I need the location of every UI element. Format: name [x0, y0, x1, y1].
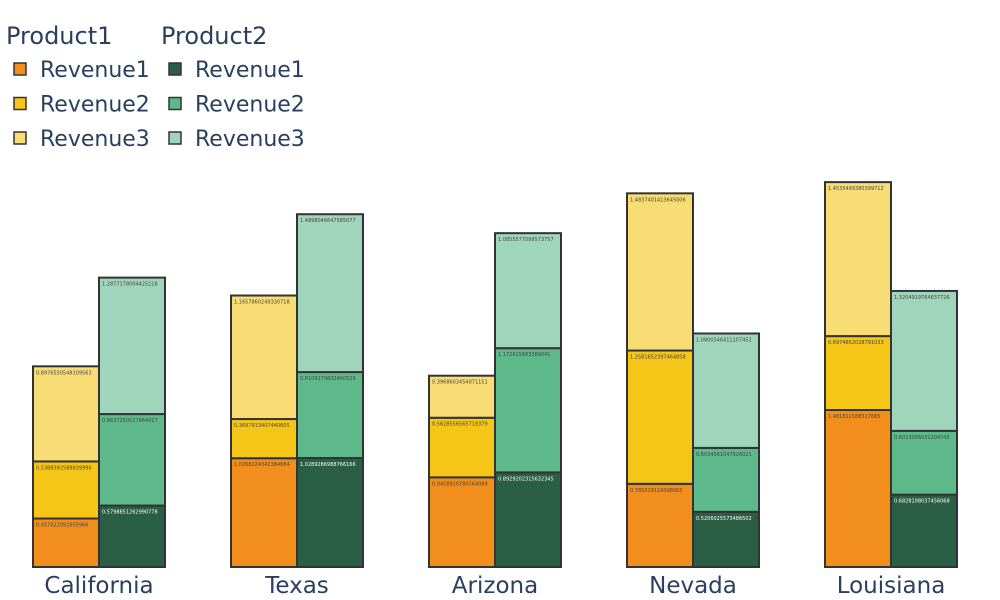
- bar-product1-revenue3-louisiana[interactable]: [824, 181, 892, 338]
- bar-product2-revenue1-arizona[interactable]: [494, 471, 562, 568]
- bar-product2-revenue1-louisiana[interactable]: [890, 493, 958, 568]
- legend-item[interactable]: Revenue3: [168, 127, 305, 152]
- data-label: 1.4535499380399712: [828, 186, 884, 192]
- bar-product1-revenue2-california[interactable]: [32, 460, 100, 520]
- data-label: 1.481812188317665: [828, 414, 881, 420]
- bar-product1-revenue2-nevada[interactable]: [626, 349, 694, 485]
- x-axis: California Texas Arizona Nevada Louisiana: [44, 573, 945, 599]
- bar-product2-revenue3-louisiana[interactable]: [890, 289, 958, 432]
- data-label: 1.0289286988766166: [300, 462, 356, 468]
- x-tick-label: Arizona: [452, 573, 538, 599]
- legend-group-title: Product1: [6, 22, 112, 50]
- data-label: 0.785019116098063: [630, 488, 683, 494]
- bar-product1-revenue2-arizona[interactable]: [428, 416, 496, 479]
- data-label: 1.2581652397464858: [630, 355, 686, 361]
- x-tick-label: Texas: [264, 573, 329, 599]
- bar-product1-revenue1-louisiana[interactable]: [824, 409, 892, 568]
- bar-product2-revenue3-california[interactable]: [98, 276, 166, 416]
- bar-product2-revenue2-nevada[interactable]: [692, 446, 760, 513]
- legend-label: Revenue3: [195, 127, 305, 152]
- bar-product2-revenue3-arizona[interactable]: [494, 232, 562, 350]
- bar-product2-revenue3-texas[interactable]: [296, 213, 364, 374]
- data-label: 0.6828108037456068: [894, 499, 950, 505]
- category-texas: 1.0268224342384684 0.3697913407440605 1.16…: [230, 213, 364, 568]
- legend-label: Revenue1: [195, 58, 305, 83]
- data-label: 0.8458920780564089: [432, 481, 488, 487]
- data-label: 1.4898046647585077: [300, 218, 356, 224]
- data-label: 0.5388392589839996: [36, 465, 92, 471]
- data-label: 0.3697913407440605: [234, 423, 290, 429]
- data-label: 1.0268224342384684: [234, 462, 290, 468]
- bar-product1-revenue1-texas[interactable]: [230, 457, 298, 568]
- legend-group-product1: Product1 Revenue1 Revenue2 Revenue3: [6, 22, 150, 152]
- data-label: 1.2877178004425218: [102, 282, 158, 288]
- data-label: 0.6023006031204745: [894, 435, 950, 441]
- legend-item[interactable]: Revenue2: [168, 93, 305, 118]
- category-arizona: 0.8458920780564089 0.5628556565718379 0.39…: [428, 232, 562, 568]
- data-label: 1.0855577099573757: [498, 237, 554, 243]
- bar-product2-revenue2-california[interactable]: [98, 413, 166, 507]
- category-california: 0.457622092655966 0.5388392589839996 0.897…: [32, 276, 166, 568]
- bar-product2-revenue2-arizona[interactable]: [494, 347, 562, 474]
- legend-group-title: Product2: [161, 22, 267, 50]
- data-label: 0.6974852028791033: [828, 340, 884, 346]
- data-label: 0.8109179802460529: [300, 376, 356, 382]
- data-label: 1.4837401413645006: [630, 197, 686, 203]
- x-tick-label: Nevada: [649, 573, 737, 599]
- bar-product1-revenue3-arizona[interactable]: [428, 374, 496, 419]
- data-label: 0.457622092655966: [36, 523, 89, 529]
- data-label: 1.3204919764637726: [894, 295, 950, 301]
- bar-product1-revenue2-louisiana[interactable]: [824, 335, 892, 412]
- bar-product2-revenue3-nevada[interactable]: [692, 332, 760, 449]
- legend-label: Revenue2: [40, 93, 150, 118]
- bar-product1-revenue1-nevada[interactable]: [626, 482, 694, 569]
- data-label: 0.5628556565718379: [432, 422, 488, 428]
- x-tick-label: Louisiana: [837, 573, 946, 599]
- legend-group-product2: Product2 Revenue1 Revenue2 Revenue3: [161, 22, 305, 152]
- legend-swatch: [13, 62, 27, 76]
- bar-product2-revenue1-texas[interactable]: [296, 456, 364, 568]
- legend-item[interactable]: Revenue2: [13, 93, 150, 118]
- bar-product1-revenue1-arizona[interactable]: [428, 476, 496, 568]
- bar-product2-revenue1-nevada[interactable]: [692, 510, 760, 568]
- data-label: 0.8976550548109563: [36, 370, 92, 376]
- bar-product2-revenue2-louisiana[interactable]: [890, 429, 958, 496]
- legend-swatch: [168, 131, 182, 145]
- data-label: 0.5798851262990778: [102, 510, 158, 516]
- bar-product2-revenue2-texas[interactable]: [296, 371, 364, 459]
- legend-swatch: [13, 96, 27, 111]
- legend: Product1Revenue1Revenue2Revenue3Product2…: [6, 22, 305, 152]
- bar-product1-revenue3-texas[interactable]: [230, 294, 298, 421]
- data-label: 1.0800546411107452: [696, 337, 752, 343]
- data-label: 0.8929202315632345: [498, 476, 554, 482]
- category-louisiana: 1.481812188317665 0.6974852028791033 1.453…: [824, 181, 958, 568]
- bar-product1-revenue1-california[interactable]: [32, 517, 100, 568]
- legend-swatch: [168, 96, 182, 111]
- legend-label: Revenue1: [40, 58, 150, 83]
- data-label: 1.1657860249330718: [234, 300, 290, 306]
- bar-product1-revenue3-nevada[interactable]: [626, 192, 694, 352]
- x-tick-label: California: [44, 573, 153, 599]
- category-nevada: 0.785019116098063 1.2581652397464858 1.483…: [626, 192, 760, 569]
- data-label: 0.8637250527664417: [102, 418, 158, 424]
- data-label: 0.6034561047526021: [696, 452, 752, 458]
- legend-item[interactable]: Revenue3: [13, 127, 150, 152]
- legend-swatch: [168, 62, 182, 76]
- data-label: 1.172615683389041: [498, 352, 551, 358]
- legend-label: Revenue3: [40, 127, 150, 152]
- legend-label: Revenue2: [195, 93, 305, 118]
- legend-item[interactable]: Revenue1: [168, 58, 305, 83]
- plot-area: 0.457622092655966 0.5388392589839996 0.897…: [32, 181, 958, 569]
- data-label: 0.5206025573486502: [696, 516, 752, 522]
- legend-swatch: [13, 131, 27, 145]
- legend-item[interactable]: Revenue1: [13, 58, 150, 83]
- bar-product1-revenue3-california[interactable]: [32, 365, 100, 463]
- data-label: 0.3968603454071151: [432, 380, 488, 386]
